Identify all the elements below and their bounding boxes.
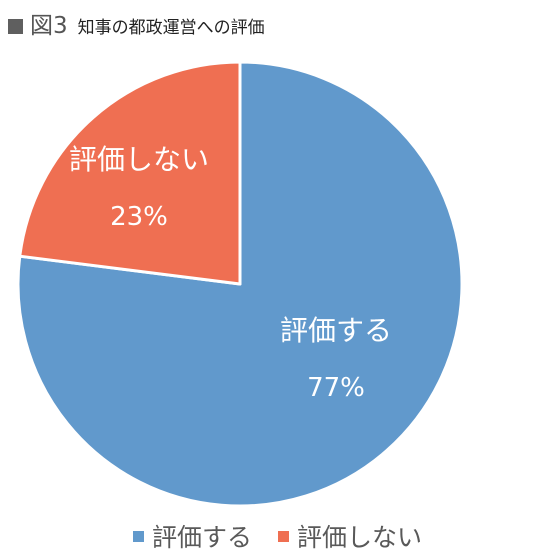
slice-value-label-0: 77% bbox=[307, 373, 365, 403]
legend-label: 評価する bbox=[151, 523, 252, 552]
title-square-icon bbox=[8, 19, 23, 34]
legend-item-hyouka-shinai: 評価しない bbox=[278, 518, 422, 554]
title-text: 知事の都政運営への評価 bbox=[77, 18, 265, 38]
pie-slice-1 bbox=[18, 60, 242, 286]
legend-swatch bbox=[278, 530, 289, 542]
legend-label: 評価しない bbox=[297, 523, 423, 552]
chart-title: 図3 知事の都政運営への評価 bbox=[8, 6, 265, 40]
slice-label-1: 評価しない bbox=[69, 143, 209, 176]
slice-label-0: 評価する bbox=[280, 314, 392, 347]
slice-value-label-1: 23% bbox=[110, 202, 168, 232]
figure-label: 図3 bbox=[30, 13, 68, 39]
legend: 評価する 評価しない bbox=[0, 518, 555, 554]
legend-item-hyouka-suru: 評価する bbox=[132, 518, 252, 554]
legend-swatch bbox=[132, 530, 144, 542]
